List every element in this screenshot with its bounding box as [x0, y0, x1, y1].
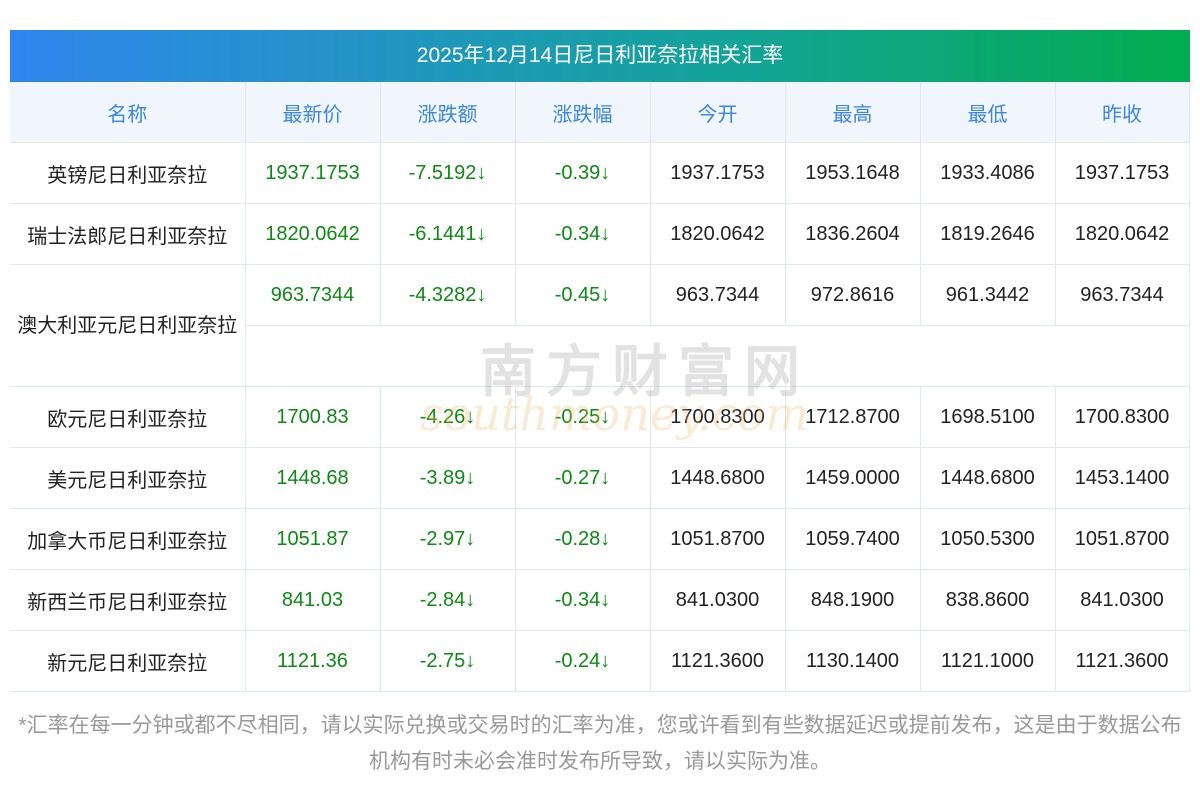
rate-cell: 1820.0642 — [1054, 203, 1190, 265]
rate-cell: -2.75↓ — [379, 630, 516, 692]
rate-cell: 1953.1648 — [784, 142, 921, 204]
rate-cell: 848.1900 — [784, 569, 921, 631]
rate-cell: 1698.5100 — [919, 386, 1056, 448]
column-header: 最低 — [919, 82, 1056, 143]
rate-cell: -3.89↓ — [379, 447, 516, 509]
rate-cell: 1700.8300 — [1054, 386, 1190, 448]
rate-cell: -0.45↓ — [514, 264, 651, 326]
table-row: 美元尼日利亚奈拉 1448.68 -3.89↓ -0.27↓ 1448.6800 1459… — [10, 447, 1190, 509]
rate-cell: -0.24↓ — [514, 630, 651, 692]
rate-cell: 1933.4086 — [919, 142, 1056, 204]
rate-cell: 963.7344 — [244, 264, 381, 326]
rate-cell: 1051.8700 — [1054, 508, 1190, 570]
currency-name: 欧元尼日利亚奈拉 — [10, 386, 246, 448]
rate-cell: -4.26↓ — [379, 386, 516, 448]
currency-name: 英镑尼日利亚奈拉 — [10, 142, 246, 204]
column-header: 昨收 — [1054, 82, 1190, 143]
rate-cell: 1700.83 — [244, 386, 381, 448]
currency-name: 瑞士法郎尼日利亚奈拉 — [10, 203, 246, 265]
rate-cell: 1836.2604 — [784, 203, 921, 265]
rate-cell: -7.5192↓ — [379, 142, 516, 204]
table-row: 欧元尼日利亚奈拉 1700.83 -4.26↓ -0.25↓ 1700.8300 1712… — [10, 386, 1190, 448]
rate-cell: 1121.3600 — [1054, 630, 1190, 692]
rate-cell: 1051.87 — [244, 508, 381, 570]
rate-cell: 1121.36 — [244, 630, 381, 692]
currency-name: 美元尼日利亚奈拉 — [10, 447, 246, 509]
column-header: 涨跌额 — [379, 82, 516, 143]
rate-cell: 1453.1400 — [1054, 447, 1190, 509]
rate-cell: 1819.2646 — [919, 203, 1056, 265]
rate-cell: 841.0300 — [1054, 569, 1190, 631]
rate-cell: -2.97↓ — [379, 508, 516, 570]
table-row: 新元尼日利亚奈拉 1121.36 -2.75↓ -0.24↓ 1121.3600 1130… — [10, 630, 1190, 692]
rate-cell: -4.3282↓ — [379, 264, 516, 326]
rate-cell: 838.8600 — [919, 569, 1056, 631]
currency-name: 澳大利亚元尼日利亚奈拉 — [10, 264, 246, 387]
rate-cell: 972.8616 — [784, 264, 921, 326]
rate-cell: -0.28↓ — [514, 508, 651, 570]
currency-name: 加拿大币尼日利亚奈拉 — [10, 508, 246, 570]
rate-cell: -6.1441↓ — [379, 203, 516, 265]
table-row: 澳大利亚元尼日利亚奈拉 963.7344 -4.3282↓ -0.45↓ 963.734… — [10, 264, 1190, 387]
column-header: 最新价 — [244, 82, 381, 143]
footnote: *汇率在每一分钟或都不尽相同，请以实际兑换或交易时的汇率为准，您或许看到有些数据… — [18, 714, 1182, 773]
column-header: 最高 — [784, 82, 921, 143]
rate-cell: 1820.0642 — [244, 203, 381, 265]
rate-cell: 1712.8700 — [784, 386, 921, 448]
rate-cell: -2.84↓ — [379, 569, 516, 631]
rate-cell: 1937.1753 — [1054, 142, 1190, 204]
rate-cell: -0.34↓ — [514, 569, 651, 631]
table-row: 新西兰币尼日利亚奈拉 841.03 -2.84↓ -0.34↓ 841.0300 848.… — [10, 569, 1190, 631]
table-row: 英镑尼日利亚奈拉 1937.1753 -7.5192↓ -0.39↓ 1937.1753… — [10, 142, 1190, 204]
rate-cell: 1700.8300 — [649, 386, 785, 448]
rate-cell: 1130.1400 — [784, 630, 921, 692]
header-row: 名称 最新价 涨跌额 涨跌幅 今开 最高 最低 昨收 — [10, 82, 1190, 143]
exchange-rate-table: 名称 最新价 涨跌额 涨跌幅 今开 最高 最低 昨收 英镑尼日利亚奈拉 1937.1753 -7.… — [10, 82, 1190, 692]
rate-cell: 1448.6800 — [649, 447, 785, 509]
rate-cell: 1050.5300 — [919, 508, 1056, 570]
rate-cell: 1937.1753 — [244, 142, 381, 204]
rate-cell: 1820.0642 — [649, 203, 785, 265]
empty-cell — [245, 325, 1190, 387]
column-header: 今开 — [649, 82, 785, 143]
currency-name: 新元尼日利亚奈拉 — [10, 630, 246, 692]
rate-cell: -0.25↓ — [514, 386, 651, 448]
column-header: 名称 — [10, 82, 246, 143]
currency-name: 新西兰币尼日利亚奈拉 — [10, 569, 246, 631]
rate-cell: 1448.68 — [244, 447, 381, 509]
rate-cell: -0.27↓ — [514, 447, 651, 509]
rate-cell: -0.39↓ — [514, 142, 651, 204]
rate-cell: 841.0300 — [649, 569, 785, 631]
table-row: 瑞士法郎尼日利亚奈拉 1820.0642 -6.1441↓ -0.34↓ 1820.06… — [10, 203, 1190, 265]
rate-cell: 1121.3600 — [649, 630, 785, 692]
rate-cell: 963.7344 — [649, 264, 785, 326]
column-header: 涨跌幅 — [514, 82, 651, 143]
rate-cell: 1448.6800 — [919, 447, 1056, 509]
rate-cell: 1051.8700 — [649, 508, 785, 570]
table-title: 2025年12月14日尼日利亚奈拉相关汇率 — [10, 30, 1190, 82]
rate-cell: 1459.0000 — [784, 447, 921, 509]
rate-cell: 1121.1000 — [919, 630, 1056, 692]
table-row: 加拿大币尼日利亚奈拉 1051.87 -2.97↓ -0.28↓ 1051.8700 10… — [10, 508, 1190, 570]
rate-cell: 963.7344 — [1054, 264, 1190, 326]
rate-cell: 961.3442 — [919, 264, 1056, 326]
rate-cell: 841.03 — [244, 569, 381, 631]
rate-cell: -0.34↓ — [514, 203, 651, 265]
rate-cell: 1059.7400 — [784, 508, 921, 570]
rate-cell: 1937.1753 — [649, 142, 785, 204]
